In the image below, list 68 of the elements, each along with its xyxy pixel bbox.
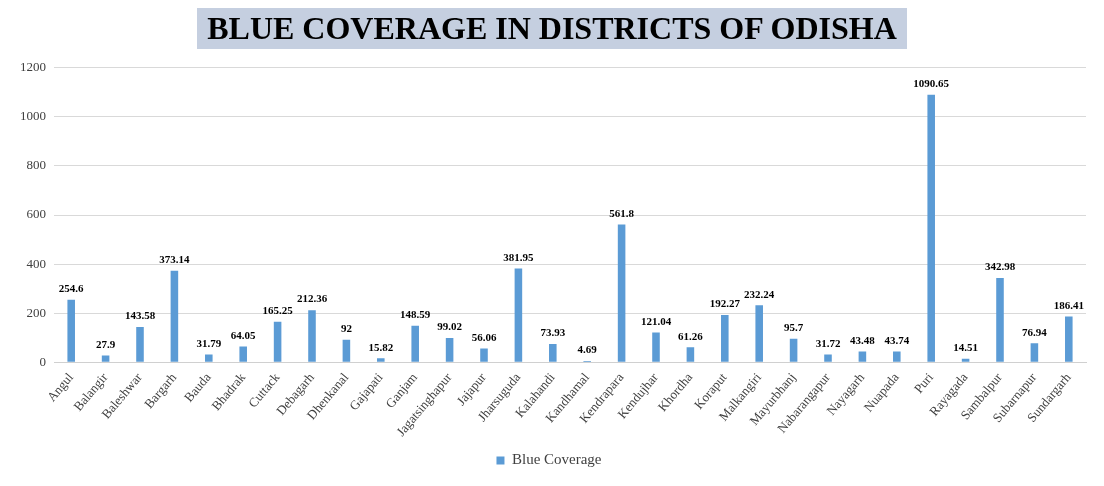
bar bbox=[101, 355, 110, 362]
bar bbox=[549, 344, 557, 362]
data-label: 92 bbox=[340, 322, 353, 335]
bar bbox=[67, 299, 75, 362]
data-label: 76.94 bbox=[1022, 325, 1048, 338]
data-label: 186.41 bbox=[1053, 298, 1084, 311]
chart-title: BLUE COVERAGE IN DISTRICTS OF ODISHA bbox=[197, 8, 907, 49]
bar bbox=[308, 310, 316, 362]
data-label: 73.93 bbox=[540, 326, 566, 339]
bar bbox=[789, 338, 798, 362]
bar bbox=[239, 346, 247, 362]
data-label: 143.58 bbox=[124, 309, 156, 322]
bar bbox=[961, 358, 970, 362]
data-label: 15.82 bbox=[368, 340, 394, 353]
bar bbox=[205, 354, 213, 362]
bar bbox=[617, 224, 626, 362]
data-label: 64.05 bbox=[230, 328, 257, 341]
data-label: 232.24 bbox=[744, 287, 775, 300]
bar bbox=[686, 347, 695, 362]
bar bbox=[136, 327, 144, 362]
bar bbox=[514, 268, 523, 362]
data-label: 342.98 bbox=[984, 260, 1016, 273]
data-label: 95.7 bbox=[783, 321, 804, 334]
bar bbox=[377, 358, 385, 362]
bar bbox=[927, 94, 935, 362]
bar bbox=[480, 348, 488, 362]
bar bbox=[824, 354, 832, 362]
bar bbox=[652, 332, 660, 362]
data-label: 148.59 bbox=[400, 308, 431, 321]
y-tick-label: 1000 bbox=[20, 108, 46, 124]
bar bbox=[996, 278, 1004, 362]
y-tick-label: 0 bbox=[39, 353, 46, 369]
data-label: 31.72 bbox=[815, 336, 841, 349]
bar bbox=[893, 351, 901, 362]
data-label: 212.36 bbox=[296, 292, 328, 305]
bar bbox=[273, 321, 282, 362]
data-label: 56.06 bbox=[471, 330, 497, 343]
bar bbox=[721, 315, 729, 362]
data-label: 165.25 bbox=[262, 304, 294, 317]
bar bbox=[858, 351, 867, 362]
data-label: 43.74 bbox=[884, 333, 910, 346]
data-label: 31.79 bbox=[196, 336, 222, 349]
data-label: 99.02 bbox=[437, 320, 463, 333]
bar bbox=[342, 339, 351, 362]
data-label: 14.51 bbox=[953, 341, 978, 354]
data-label: 121.04 bbox=[640, 314, 672, 327]
data-label: 1090.65 bbox=[913, 76, 950, 89]
data-label: 254.6 bbox=[58, 282, 85, 295]
bar bbox=[170, 270, 179, 362]
y-tick-label: 400 bbox=[26, 255, 46, 271]
bar bbox=[1030, 343, 1039, 362]
data-label: 561.8 bbox=[609, 206, 635, 219]
y-tick-label: 800 bbox=[26, 157, 46, 173]
y-tick-label: 1200 bbox=[20, 59, 46, 75]
bar bbox=[755, 305, 763, 362]
data-label: 43.48 bbox=[850, 333, 876, 346]
bar bbox=[411, 325, 419, 362]
data-label: 4.69 bbox=[577, 343, 598, 356]
legend-label: Blue Coverage bbox=[511, 451, 602, 468]
data-label: 27.9 bbox=[95, 337, 116, 350]
data-label: 192.27 bbox=[709, 297, 741, 310]
bar bbox=[445, 337, 454, 362]
data-label: 381.95 bbox=[503, 250, 535, 263]
data-label: 373.14 bbox=[159, 253, 191, 266]
y-tick-label: 600 bbox=[26, 206, 46, 222]
y-tick-label: 200 bbox=[26, 304, 46, 320]
data-label: 61.26 bbox=[678, 329, 704, 342]
bar bbox=[1065, 316, 1073, 362]
